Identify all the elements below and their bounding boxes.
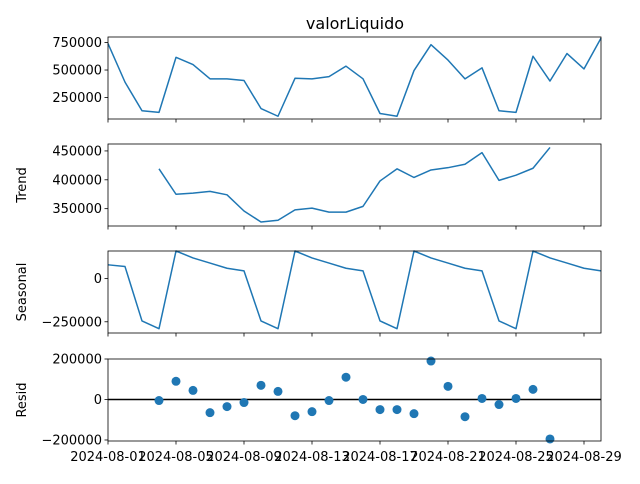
y-axis-label-seasonal: Seasonal [15, 263, 30, 322]
y-tick-label: 400000 [52, 173, 102, 188]
resid-point [154, 396, 164, 406]
x-tick-label: 2024-08-21 [410, 450, 486, 465]
y-tick-label: 450000 [52, 144, 102, 159]
y-tick-label: −250000 [41, 315, 102, 330]
resid-point [239, 398, 249, 408]
resid-point [205, 408, 215, 418]
series-line-trend [158, 146, 551, 223]
y-tick-label: 350000 [52, 202, 102, 217]
resid-point [545, 434, 555, 444]
x-tick-label: 2024-08-05 [138, 450, 214, 465]
series-line-seasonal [107, 250, 602, 330]
resid-point [341, 372, 351, 382]
panel-observed: 250000 500000 750000 [52, 36, 602, 123]
resid-point [494, 400, 504, 410]
resid-point [443, 381, 453, 391]
y-tick-label: 500000 [52, 64, 102, 79]
series-line-observed [107, 37, 602, 117]
y-tick-label: −200000 [41, 433, 102, 448]
resid-point [273, 386, 283, 396]
resid-point [256, 380, 266, 390]
y-axis-label-trend: Trend [15, 167, 30, 204]
resid-point [324, 396, 334, 406]
x-tick-label: 2024-08-29 [546, 450, 622, 465]
resid-point [358, 394, 368, 404]
y-tick-label: 750000 [52, 36, 102, 51]
axes-frame [107, 250, 602, 334]
panel-trend: 350000 400000 450000 Trend [15, 143, 602, 230]
resid-point [528, 384, 538, 394]
resid-point [511, 393, 521, 403]
resid-point [307, 407, 317, 417]
x-tick-label: 2024-08-01 [70, 450, 146, 465]
x-tick-label: 2024-08-17 [342, 450, 418, 465]
resid-point [409, 409, 419, 419]
y-tick-label: 250000 [52, 91, 102, 106]
panel-seasonal: −250000 0 Seasonal [15, 250, 602, 337]
axes-frame [107, 36, 602, 120]
resid-point [477, 393, 487, 403]
resid-point [392, 405, 402, 415]
axes-frame [107, 358, 602, 442]
x-tick-label: 2024-08-25 [478, 450, 554, 465]
y-tick-label: 0 [94, 272, 102, 287]
resid-point [222, 402, 232, 412]
resid-point [171, 376, 181, 386]
y-tick-label: 200000 [52, 353, 102, 368]
panel-resid: −20000002000002024-08-012024-08-052024-0… [15, 353, 622, 466]
chart-title: valorLiquido [306, 14, 404, 33]
y-tick-label: 0 [94, 393, 102, 408]
resid-point [375, 405, 385, 415]
x-tick-label: 2024-08-09 [206, 450, 282, 465]
y-axis-label-resid: Resid [15, 382, 30, 417]
x-tick-label: 2024-08-13 [274, 450, 350, 465]
resid-point [188, 385, 198, 395]
resid-point [426, 356, 436, 366]
resid-point [290, 411, 300, 421]
resid-point [460, 412, 470, 422]
axes-frame [107, 143, 602, 227]
